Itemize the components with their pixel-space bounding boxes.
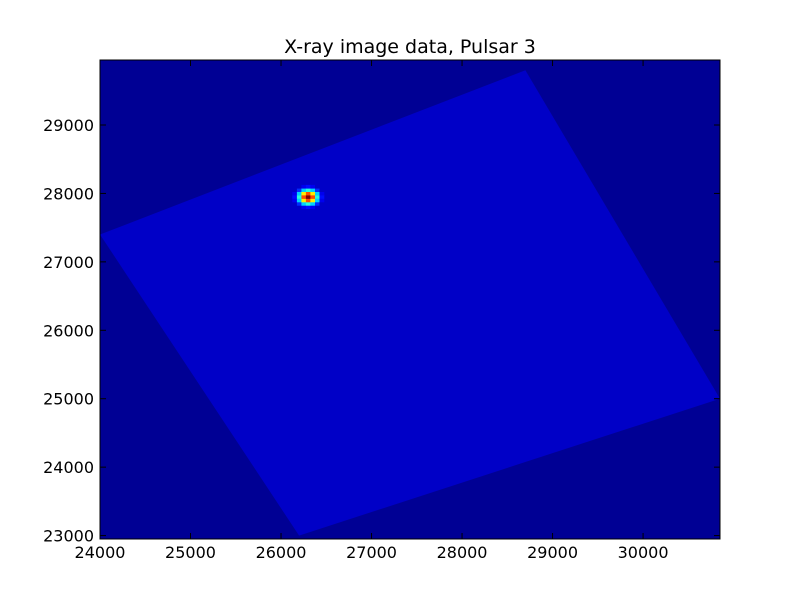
heatmap-cell [319, 198, 325, 203]
heatmap-cell [296, 198, 302, 203]
heatmap-cell [310, 195, 316, 199]
heatmap-cell [301, 184, 307, 189]
heatmap-cell [315, 202, 320, 206]
heatmap-cell [301, 188, 307, 192]
x-tick-label: 30000 [618, 543, 669, 562]
y-tick-label: 29000 [43, 116, 94, 135]
heatmap-cell [305, 184, 311, 189]
heatmap-cell [301, 202, 307, 206]
heatmap-cell [296, 205, 302, 210]
heatmap-cell [292, 191, 298, 196]
heatmap-cell [310, 184, 316, 189]
heatmap-cell [315, 184, 320, 189]
heatmap-cell [301, 191, 307, 196]
plot-area [100, 60, 720, 539]
heatmap-cell [315, 191, 320, 196]
y-tick-label: 25000 [43, 390, 94, 409]
heatmap-cell [301, 195, 307, 199]
pulsar-source [292, 184, 325, 210]
y-tick-label: 23000 [43, 527, 94, 546]
heatmap-cell [301, 205, 307, 210]
heatmap-cell [305, 202, 311, 206]
heatmap-cell [319, 188, 325, 192]
heatmap-cell [296, 184, 302, 189]
heatmap-cell [305, 188, 311, 192]
heatmap-cell [305, 195, 311, 199]
x-axis: 24000 25000 26000 27000 28000 29000 30000 [75, 60, 669, 562]
x-tick-label: 28000 [437, 543, 488, 562]
y-tick-label: 24000 [43, 458, 94, 477]
heatmap-cell [292, 188, 298, 192]
heatmap-cell [315, 205, 320, 210]
axes-frame [99, 59, 721, 540]
heatmap-cell [305, 198, 311, 203]
y-tick-label: 28000 [43, 184, 94, 203]
heatmap-cell [292, 202, 298, 206]
heatmap-cell [292, 198, 298, 203]
heatmap-cell [292, 195, 298, 199]
heatmap-cell [319, 195, 325, 199]
heatmap-cell [310, 198, 316, 203]
x-tick-label: 25000 [165, 543, 216, 562]
heatmap-cell [315, 188, 320, 192]
x-tick-label: 27000 [346, 543, 397, 562]
heatmap-cell [319, 202, 325, 206]
heatmap-cell [296, 191, 302, 196]
heatmap-cell [310, 191, 316, 196]
heatmap-cell [296, 188, 302, 192]
x-tick-label: 24000 [75, 543, 126, 562]
heatmap-cell [305, 191, 311, 196]
heatmap-cell [310, 205, 316, 210]
heatmap-cell [296, 195, 302, 199]
heatmap-cell [296, 202, 302, 206]
heatmap-cell [301, 198, 307, 203]
chart-title: X-ray image data, Pulsar 3 [284, 36, 536, 58]
heatmap-cell [315, 195, 320, 199]
heatmap-cell [305, 205, 311, 210]
y-tick-label: 27000 [43, 253, 94, 272]
y-tick-label: 26000 [43, 321, 94, 340]
detector-field-of-view [100, 70, 720, 536]
x-tick-label: 29000 [527, 543, 578, 562]
heatmap-cell [315, 198, 320, 203]
heatmap-cell [310, 202, 316, 206]
y-axis: 23000 24000 25000 26000 27000 28000 29000 [43, 116, 720, 546]
heatmap-cell [310, 188, 316, 192]
x-tick-label: 26000 [256, 543, 307, 562]
heatmap-cell [319, 191, 325, 196]
